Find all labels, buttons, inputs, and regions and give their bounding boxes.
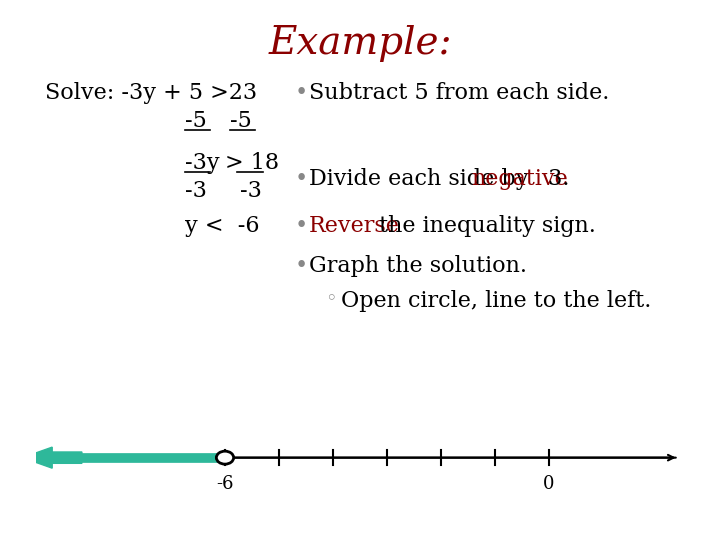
Text: •: • xyxy=(295,255,308,277)
FancyArrow shape xyxy=(22,447,82,468)
Circle shape xyxy=(217,451,233,464)
Text: •: • xyxy=(295,215,308,237)
Text: 0: 0 xyxy=(544,475,554,492)
Text: Example:: Example: xyxy=(268,25,452,62)
Text: •: • xyxy=(295,82,308,104)
Text: -5: -5 xyxy=(230,110,252,132)
Text: Graph the solution.: Graph the solution. xyxy=(309,255,527,277)
Text: •: • xyxy=(295,168,308,190)
Text: Divide each side by: Divide each side by xyxy=(309,168,536,190)
Text: ◦: ◦ xyxy=(325,290,336,308)
Text: the inequality sign.: the inequality sign. xyxy=(372,215,596,237)
Text: -3: -3 xyxy=(185,180,207,202)
Text: Subtract 5 from each side.: Subtract 5 from each side. xyxy=(309,82,609,104)
Text: Reverse: Reverse xyxy=(309,215,400,237)
Text: -3: -3 xyxy=(240,180,262,202)
Text: -3y: -3y xyxy=(185,152,220,174)
Text: > 18: > 18 xyxy=(225,152,279,174)
Text: y <  -6: y < -6 xyxy=(185,215,259,237)
Text: 3.: 3. xyxy=(541,168,570,190)
Text: -6: -6 xyxy=(216,475,234,492)
Text: negative: negative xyxy=(471,168,568,190)
Text: Solve: -3y + 5 >23: Solve: -3y + 5 >23 xyxy=(45,82,257,104)
Text: Open circle, line to the left.: Open circle, line to the left. xyxy=(341,290,652,312)
Text: -5: -5 xyxy=(185,110,207,132)
